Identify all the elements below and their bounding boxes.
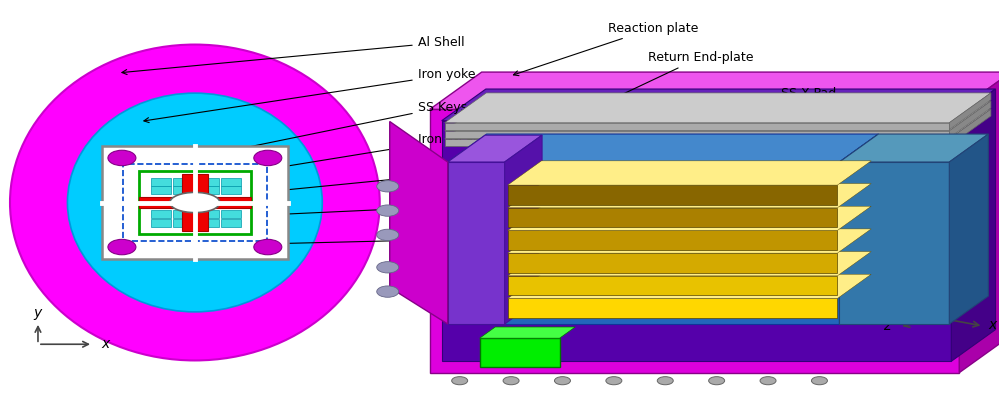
Polygon shape xyxy=(442,121,951,361)
Bar xyxy=(151,186,171,194)
Bar xyxy=(221,219,241,227)
Polygon shape xyxy=(430,72,1000,109)
Bar xyxy=(151,219,171,227)
Polygon shape xyxy=(949,134,988,324)
Polygon shape xyxy=(508,298,837,318)
Bar xyxy=(139,197,251,208)
Bar xyxy=(221,210,241,218)
Polygon shape xyxy=(430,109,959,373)
Polygon shape xyxy=(445,109,991,139)
Polygon shape xyxy=(505,135,542,324)
Text: Al Shell: Al Shell xyxy=(122,36,464,75)
Polygon shape xyxy=(445,101,991,131)
Text: SS Keys: SS Keys xyxy=(199,101,467,159)
Bar xyxy=(123,164,267,241)
Polygon shape xyxy=(949,101,991,138)
Polygon shape xyxy=(445,131,949,138)
Ellipse shape xyxy=(377,229,399,241)
Ellipse shape xyxy=(108,150,136,166)
Ellipse shape xyxy=(811,377,827,385)
Polygon shape xyxy=(508,230,837,250)
Bar xyxy=(173,210,193,218)
Bar xyxy=(221,178,241,186)
Polygon shape xyxy=(448,134,878,162)
Ellipse shape xyxy=(254,239,282,255)
Polygon shape xyxy=(480,327,575,338)
Ellipse shape xyxy=(503,377,519,385)
Ellipse shape xyxy=(377,205,399,216)
Polygon shape xyxy=(448,135,542,162)
Text: Reaction plate: Reaction plate xyxy=(513,22,698,76)
Text: SS Yoke: SS Yoke xyxy=(745,113,916,241)
Polygon shape xyxy=(442,89,996,121)
Bar xyxy=(173,178,193,186)
Polygon shape xyxy=(445,93,991,123)
Text: Iron Y-Pad: Iron Y-Pad xyxy=(234,200,479,219)
Polygon shape xyxy=(480,338,560,367)
Ellipse shape xyxy=(10,45,380,360)
Text: $z$: $z$ xyxy=(883,319,892,333)
Text: SS X-Pad: SS X-Pad xyxy=(668,87,837,181)
Ellipse shape xyxy=(709,377,725,385)
Ellipse shape xyxy=(760,377,776,385)
Bar xyxy=(102,146,288,259)
Ellipse shape xyxy=(67,93,322,312)
Polygon shape xyxy=(390,122,448,324)
Text: SS Y-Pusher: SS Y-Pusher xyxy=(244,167,491,196)
Bar xyxy=(182,174,208,231)
Text: $x$: $x$ xyxy=(988,318,999,332)
Polygon shape xyxy=(951,89,996,361)
Text: $y$: $y$ xyxy=(934,281,945,296)
Text: Iron yoke: Iron yoke xyxy=(144,68,475,123)
Text: $x$: $x$ xyxy=(101,337,112,351)
Polygon shape xyxy=(959,72,1000,373)
Bar xyxy=(199,219,219,227)
Ellipse shape xyxy=(606,377,622,385)
Polygon shape xyxy=(839,134,878,324)
Bar xyxy=(151,178,171,186)
Polygon shape xyxy=(445,123,949,130)
Ellipse shape xyxy=(452,377,468,385)
Bar xyxy=(151,210,171,218)
Ellipse shape xyxy=(377,286,399,297)
Text: $y$: $y$ xyxy=(33,307,43,322)
Text: Al Rod: Al Rod xyxy=(222,233,458,247)
Text: Return End-plate: Return End-plate xyxy=(551,51,753,128)
Polygon shape xyxy=(508,206,871,230)
Ellipse shape xyxy=(377,262,399,273)
Polygon shape xyxy=(508,229,871,253)
Ellipse shape xyxy=(657,377,673,385)
Polygon shape xyxy=(949,93,991,130)
Polygon shape xyxy=(839,134,988,162)
Ellipse shape xyxy=(108,239,136,255)
Ellipse shape xyxy=(377,181,399,192)
Polygon shape xyxy=(508,185,837,205)
Polygon shape xyxy=(508,161,871,185)
Polygon shape xyxy=(508,253,837,273)
Circle shape xyxy=(170,192,220,213)
Bar xyxy=(199,186,219,194)
Bar xyxy=(173,219,193,227)
Polygon shape xyxy=(949,109,991,146)
Ellipse shape xyxy=(554,377,570,385)
Polygon shape xyxy=(448,162,839,324)
Polygon shape xyxy=(508,183,871,208)
Polygon shape xyxy=(508,208,837,227)
Polygon shape xyxy=(508,252,871,276)
Polygon shape xyxy=(839,162,949,324)
Ellipse shape xyxy=(254,150,282,166)
Bar xyxy=(139,171,251,234)
Text: Iron X-Pad: Iron X-Pad xyxy=(229,133,481,177)
Bar xyxy=(102,146,288,259)
Polygon shape xyxy=(508,274,871,298)
Bar xyxy=(173,186,193,194)
Polygon shape xyxy=(508,276,837,295)
Bar xyxy=(221,186,241,194)
Bar xyxy=(199,178,219,186)
Polygon shape xyxy=(445,139,949,146)
Bar xyxy=(199,210,219,218)
Text: Lead End-plate: Lead End-plate xyxy=(820,141,962,294)
Polygon shape xyxy=(448,162,505,324)
